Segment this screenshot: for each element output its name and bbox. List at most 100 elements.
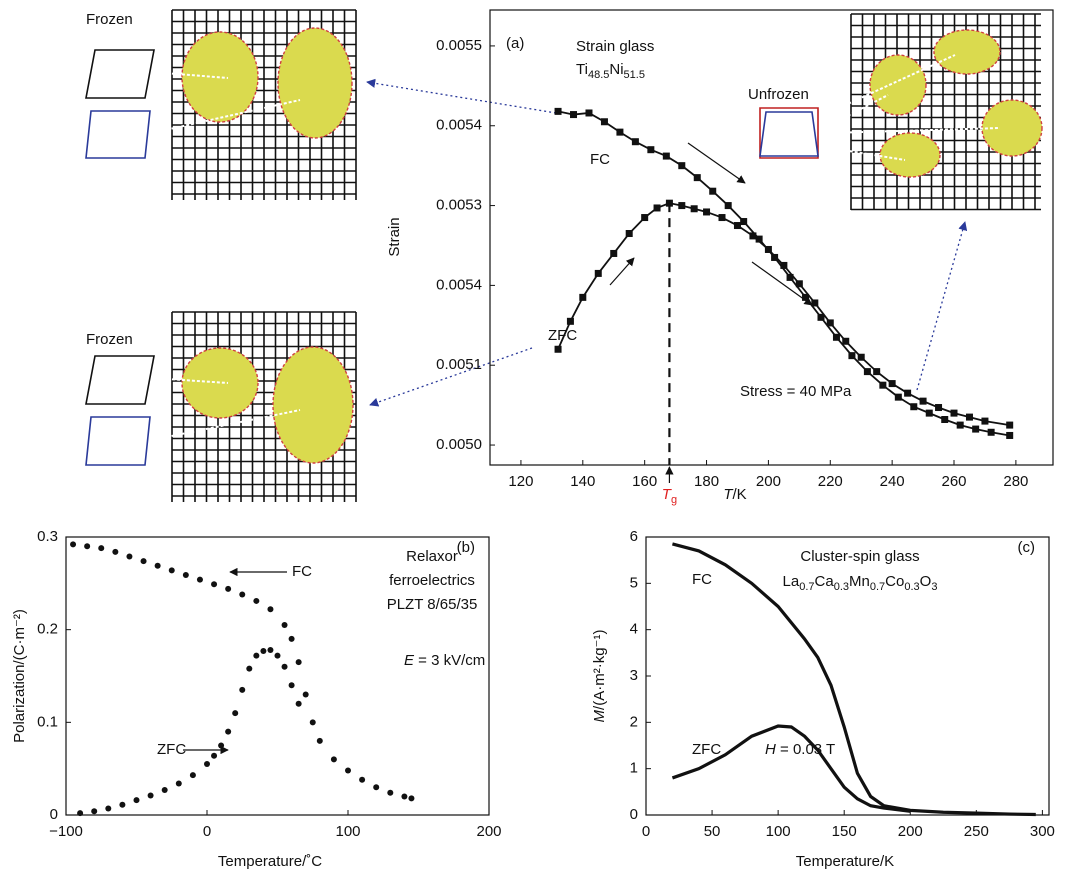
link-line: [151, 99, 301, 134]
series-line: [672, 542, 1036, 817]
y-tick-label: 4: [630, 621, 638, 638]
y-tick-label: 3: [630, 667, 638, 684]
text-part: Co: [885, 573, 904, 590]
point: [888, 380, 896, 388]
lattice-cell: [85, 110, 151, 159]
domain: [869, 54, 927, 116]
point: [112, 548, 119, 555]
y-axis-label: Strain: [386, 217, 403, 256]
x-tick-label: 160: [632, 473, 657, 490]
point: [309, 719, 316, 726]
x-tick-label: 250: [964, 823, 989, 840]
point: [631, 138, 639, 146]
point: [1006, 431, 1014, 439]
point: [239, 591, 246, 598]
x-tick-label: 0: [642, 823, 650, 840]
point: [610, 249, 618, 257]
point: [267, 606, 274, 613]
point: [709, 187, 717, 195]
y-tick-label: 0: [630, 806, 638, 823]
point: [196, 576, 203, 583]
annotation: E = 3 kV/cm: [404, 652, 485, 669]
point: [211, 581, 218, 588]
x-tick-label: 260: [941, 473, 966, 490]
text-part: 0.7: [799, 581, 814, 593]
domain: [272, 346, 354, 464]
point: [204, 761, 210, 768]
link-line: [151, 377, 229, 384]
point: [161, 786, 168, 793]
text-part: O: [920, 573, 932, 590]
domain: [933, 29, 1001, 75]
point: [70, 541, 77, 548]
point: [84, 543, 91, 550]
domain: [879, 132, 941, 178]
x-tick-label: 100: [335, 823, 360, 840]
point: [408, 795, 415, 802]
lattice-cell: [85, 355, 155, 405]
point: [1006, 421, 1014, 429]
point: [302, 691, 309, 698]
point: [678, 162, 686, 170]
point: [842, 337, 850, 345]
point: [281, 663, 288, 670]
point: [786, 273, 794, 281]
plot-frame: [489, 9, 1054, 466]
text-part: Mn: [849, 573, 870, 590]
point: [175, 780, 182, 787]
point: [857, 353, 865, 361]
point: [140, 558, 147, 565]
point: [904, 389, 912, 397]
point: [749, 232, 757, 240]
point: [330, 756, 337, 763]
point: [267, 647, 274, 654]
point: [91, 808, 98, 815]
point: [554, 107, 562, 115]
y-tick-label: 5: [630, 574, 638, 591]
point: [703, 208, 711, 216]
text-part: La: [783, 573, 800, 590]
text-part: 0.3: [904, 581, 919, 593]
point: [981, 417, 989, 425]
point: [281, 622, 288, 629]
annotation: (c): [1018, 539, 1036, 556]
point: [817, 313, 825, 321]
point: [154, 562, 161, 569]
point: [260, 647, 267, 654]
x-axis-label: Temperature/˚C: [218, 853, 322, 870]
point: [641, 214, 649, 222]
point: [693, 174, 701, 182]
schematics: [85, 9, 1043, 502]
text-part: T: [723, 486, 734, 503]
link-line: [151, 409, 301, 441]
x-tick-label: 0: [203, 823, 211, 840]
y-tick-label: 1: [630, 760, 638, 777]
y-tick-label: 0.0053: [436, 197, 482, 214]
annotation: H = 0.03 T: [765, 741, 835, 758]
point: [724, 202, 732, 210]
text-part: 3: [931, 581, 937, 593]
x-tick-label: 180: [694, 473, 719, 490]
x-tick-label: 220: [818, 473, 843, 490]
point: [253, 597, 260, 604]
y-tick-label: 0: [50, 806, 58, 823]
point: [848, 352, 856, 360]
point: [972, 425, 980, 433]
point: [647, 146, 655, 154]
point: [718, 214, 726, 222]
annotation: Unfrozen: [748, 86, 809, 103]
point: [554, 345, 562, 353]
series-label: ZFC: [692, 741, 721, 758]
point: [625, 230, 633, 238]
point: [225, 728, 232, 735]
link-line: [829, 127, 1001, 134]
text-part: T: [662, 486, 673, 503]
point: [910, 403, 918, 411]
transition-label: Tg: [662, 486, 677, 506]
point: [653, 204, 661, 212]
x-tick-label: 50: [704, 823, 721, 840]
axes: 0 50 100 150 200 250 300 0 1 2 3 4 5 6: [630, 528, 1055, 840]
x-tick-label: 200: [476, 823, 501, 840]
point: [77, 810, 84, 817]
y-axis-label: M/(A·m²·kg⁻¹): [591, 630, 608, 723]
